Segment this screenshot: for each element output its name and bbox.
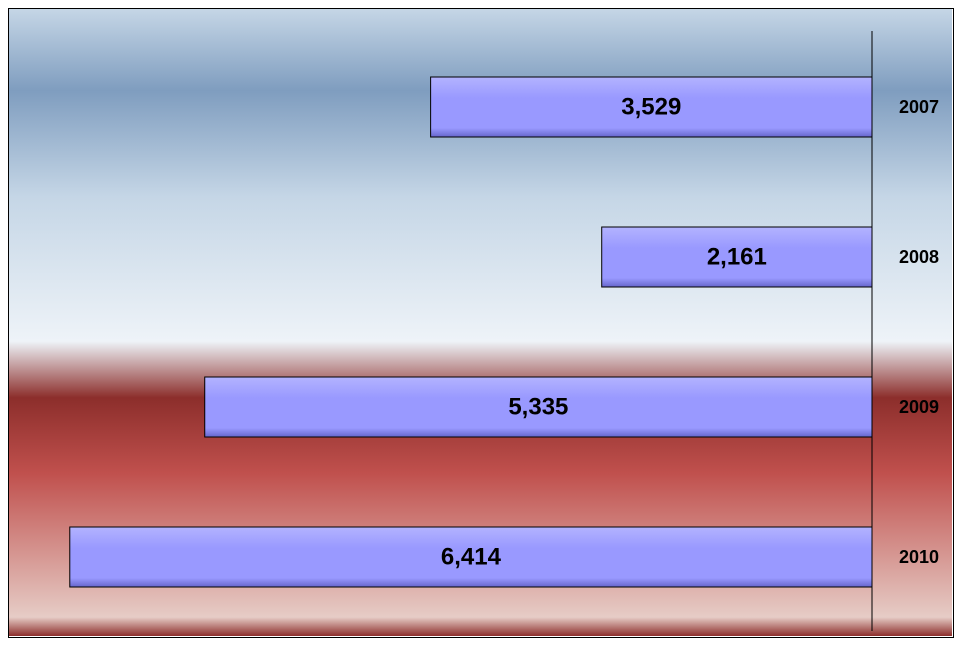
data-label-2008: 2,161: [707, 244, 767, 271]
bar-2007: [430, 76, 873, 138]
bar-2010: [69, 526, 873, 588]
bar-chart: 3,529 2007 2,161 2008 5,335 2009 6,414 2010: [9, 9, 952, 636]
category-label-2010: 2010: [899, 547, 939, 567]
data-label-2010: 6,414: [441, 544, 502, 571]
bars-layer: [69, 76, 873, 588]
labels-layer: 3,529 2007 2,161 2008 5,335 2009 6,414 2010: [441, 94, 939, 571]
chart-frame: 3,529 2007 2,161 2008 5,335 2009 6,414 2010: [8, 8, 954, 638]
bar-2008: [601, 226, 873, 288]
category-label-2007: 2007: [899, 97, 939, 117]
data-label-2009: 5,335: [508, 394, 568, 421]
bar-2009: [204, 376, 873, 438]
category-label-2008: 2008: [899, 247, 939, 267]
data-label-2007: 3,529: [621, 94, 681, 121]
category-label-2009: 2009: [899, 397, 939, 417]
